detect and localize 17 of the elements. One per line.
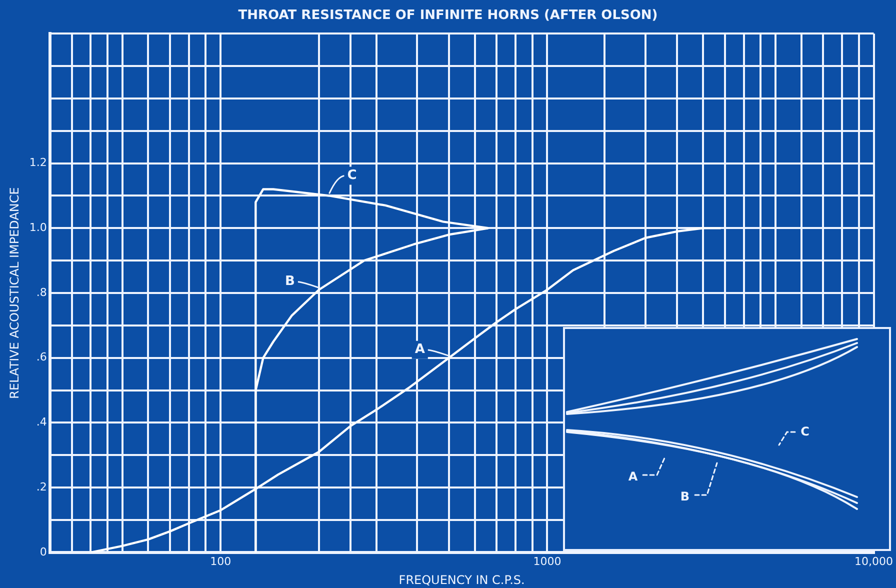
y-tick-label: 0: [40, 545, 47, 558]
y-tick-label: .4: [36, 416, 47, 429]
series-label: C: [347, 168, 357, 184]
chart-title: THROAT RESISTANCE OF INFINITE HORNS (AFTER OLSON): [238, 8, 658, 24]
y-axis-title: RELATIVE ACOUSTICAL IMPEDANCE: [7, 187, 22, 399]
y-tick-label: 1.2: [29, 156, 47, 170]
x-tick-label: 10,000: [854, 554, 894, 568]
x-axis-title: FREQUENCY IN C.P.S.: [398, 572, 525, 587]
y-tick-label: 1.0: [29, 221, 47, 234]
x-tick-label: 1000: [533, 554, 562, 568]
y-tick-label: .6: [36, 350, 47, 364]
y-tick-label: .8: [36, 286, 47, 299]
y-tick-label: .2: [36, 480, 47, 494]
series-label: B: [285, 274, 295, 290]
series-label: A: [414, 342, 425, 358]
x-tick-label: 100: [210, 554, 232, 568]
horn-profile-drawing: A B C: [563, 327, 891, 551]
